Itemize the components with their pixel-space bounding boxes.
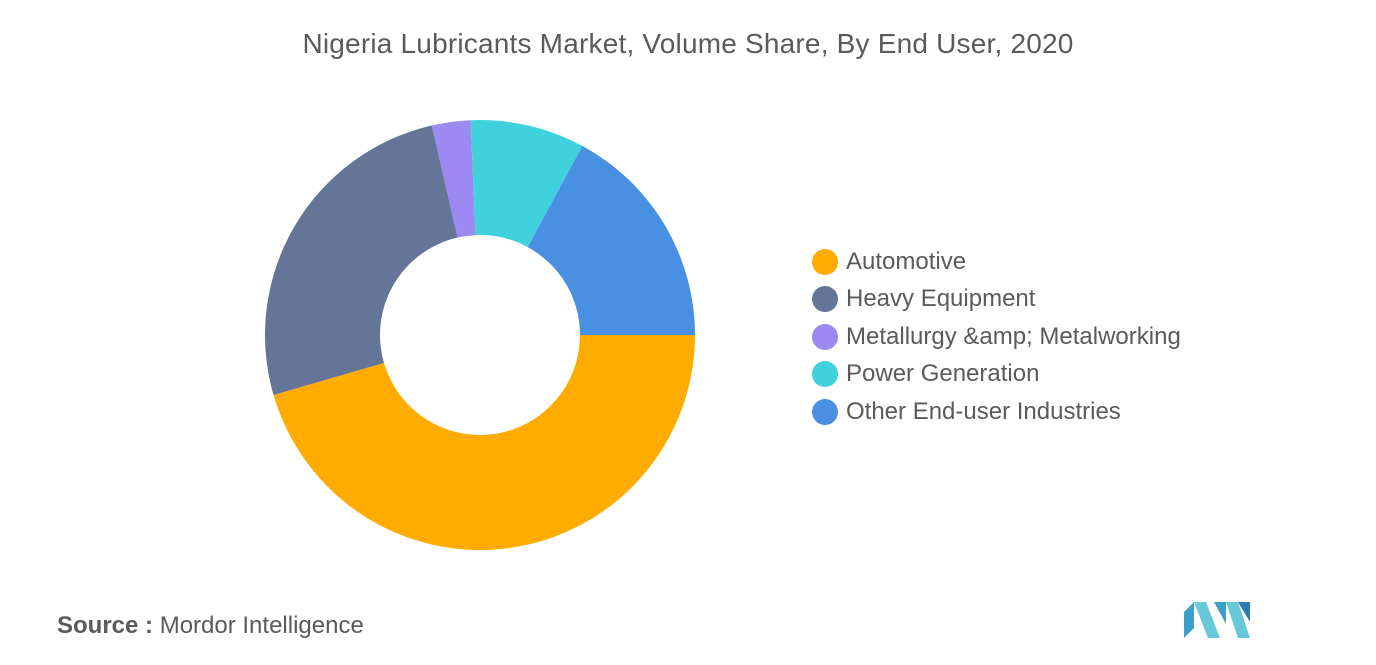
- source-value: Mordor Intelligence: [159, 612, 364, 639]
- chart-title: Nigeria Lubricants Market, Volume Share,…: [302, 28, 1074, 59]
- legend-swatch-metallurgy: [812, 323, 838, 350]
- legend-item-heavy-equipment: Heavy Equipment: [812, 281, 1181, 319]
- legend-swatch-automotive: [812, 248, 838, 275]
- slice-automotive: [273, 335, 695, 550]
- legend-item-power-generation: Power Generation: [812, 356, 1181, 394]
- legend-swatch-other: [812, 398, 838, 425]
- legend-swatch-heavy-equipment: [812, 286, 838, 313]
- legend-item-metallurgy: Metallurgy &amp; Metalworking: [812, 318, 1181, 356]
- slice-metallurgy: [431, 120, 476, 238]
- legend-item-other: Other End-user Industries: [812, 393, 1181, 431]
- slice-heavy-equipment: [265, 125, 458, 395]
- legend-label-metallurgy: Metallurgy &amp; Metalworking: [846, 322, 1181, 350]
- legend-item-automotive: Automotive: [812, 243, 1181, 281]
- legend-label-power-generation: Power Generation: [846, 360, 1040, 388]
- legend-label-other: Other End-user Industries: [846, 397, 1121, 425]
- source-label: Source :: [57, 612, 154, 639]
- legend-label-automotive: Automotive: [846, 247, 967, 275]
- donut-slices: [265, 120, 695, 550]
- legend-label-heavy-equipment: Heavy Equipment: [846, 285, 1036, 313]
- source-note: Source : Mordor Intelligence: [57, 612, 364, 640]
- mordor-intelligence-logo-icon: [1184, 602, 1250, 638]
- legend-swatch-power-generation: [812, 361, 838, 388]
- slice-power-generation: [470, 120, 583, 248]
- chart-legend: Automotive Heavy Equipment Metallurgy &a…: [812, 243, 1181, 431]
- slice-other: [527, 145, 695, 335]
